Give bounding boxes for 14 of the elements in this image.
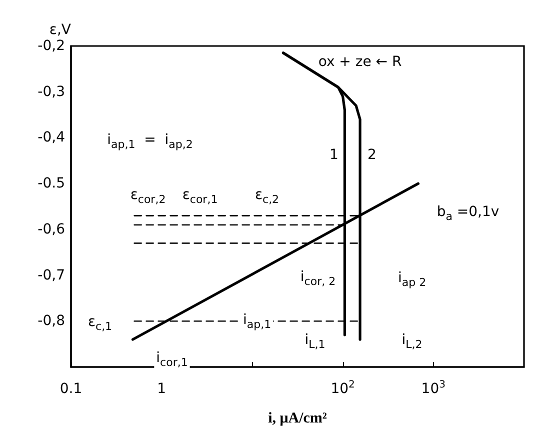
x-tick-label: 0.1 (60, 381, 82, 397)
annotation: 2 (368, 147, 376, 163)
y-tick-label: -0,7 (38, 267, 65, 284)
y-axis-title: ε,V (49, 22, 72, 38)
y-tick-label: -0,6 (38, 221, 66, 238)
x-axis-title: i, μA/cm² (268, 410, 328, 426)
y-tick-label: -0,8 (38, 313, 65, 330)
y-tick-label: -0,4 (38, 130, 66, 146)
x-tick-label: 1 (157, 381, 166, 397)
annotation: ox + ze ← R (318, 54, 402, 70)
annotation: 1 (330, 147, 338, 163)
y-tick-label: -0.5 (38, 176, 65, 192)
y-tick-label: -0,3 (38, 84, 65, 100)
y-tick-label: -0,2 (38, 38, 65, 54)
